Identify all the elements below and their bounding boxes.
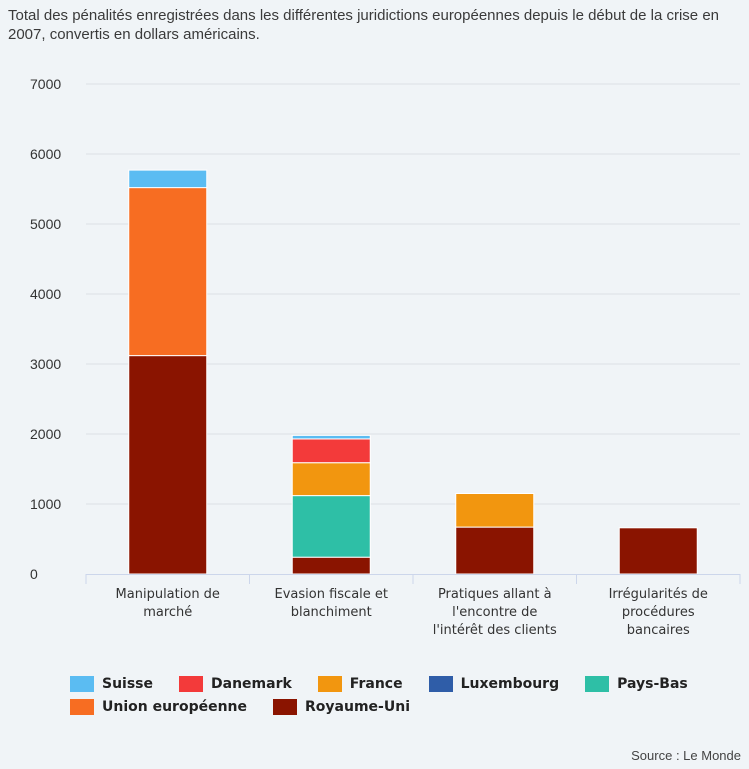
x-tick-label-line: Pratiques allant à bbox=[438, 587, 552, 602]
x-tick-label-line: l'intérêt des clients bbox=[433, 623, 557, 638]
y-tick-label: 3000 bbox=[30, 356, 61, 372]
legend-item[interactable]: France bbox=[317, 675, 403, 692]
y-tick-label: 7000 bbox=[30, 76, 61, 92]
legend-swatch bbox=[585, 675, 610, 692]
y-tick-label: 0 bbox=[30, 566, 38, 582]
bar-segment-pays-bas bbox=[291, 495, 371, 558]
legend-item[interactable]: Pays-Bas bbox=[585, 675, 688, 692]
chart-subtitle: Total des pénalités enregistrées dans le… bbox=[8, 7, 720, 43]
legend-item[interactable]: Luxembourg bbox=[428, 675, 560, 692]
legend-swatch bbox=[70, 698, 94, 715]
y-tick-label: 4000 bbox=[30, 286, 61, 302]
x-tick-label-line: Evasion fiscale et bbox=[275, 587, 389, 602]
y-tick-label: 1000 bbox=[30, 496, 61, 512]
bar-segment-royaume-uni bbox=[128, 355, 208, 575]
bar-segment-suisse bbox=[291, 434, 371, 440]
legend-label: Suisse bbox=[102, 675, 154, 692]
x-axis bbox=[85, 574, 741, 584]
y-tick-label: 5000 bbox=[30, 216, 61, 232]
x-tick-label-line: Manipulation de bbox=[116, 587, 220, 602]
bar-segment-royaume-uni bbox=[455, 526, 535, 575]
bar-segment-royaume-uni bbox=[291, 556, 371, 575]
x-tick-label: Evasion fiscale et blanchiment bbox=[275, 587, 389, 620]
legend-swatch bbox=[317, 675, 342, 692]
bar-segment-danemark bbox=[291, 438, 371, 464]
legend-label: France bbox=[349, 675, 403, 692]
bar-segment-france bbox=[455, 493, 535, 528]
legend-row: Union européenne Royaume-Uni bbox=[70, 695, 730, 718]
legend-swatch bbox=[179, 675, 204, 692]
bar-segment-suisse bbox=[128, 169, 208, 189]
legend-item[interactable]: Union européenne bbox=[70, 698, 248, 715]
x-tick-label-line: marché bbox=[143, 605, 192, 620]
legend-item[interactable]: Suisse bbox=[70, 675, 154, 692]
y-tick-label: 6000 bbox=[30, 146, 61, 162]
legend-label: Royaume-Uni bbox=[305, 698, 410, 715]
x-tick-label-line: bancaires bbox=[627, 623, 690, 638]
legend: Suisse Danemark France Luxembourg Pays-Bas Un… bbox=[70, 672, 730, 718]
x-tick-label-line: blanchiment bbox=[291, 605, 372, 620]
legend-label: Union européenne bbox=[102, 698, 248, 715]
x-tick-labels: Manipulation de marché Evasion fiscale et b… bbox=[116, 587, 708, 638]
x-tick-label-line: procédures bbox=[622, 605, 695, 620]
legend-item[interactable]: Royaume-Uni bbox=[273, 698, 410, 715]
x-tick-label: Pratiques allant à l'encontre de l'intérêt… bbox=[433, 587, 557, 638]
legend-label: Luxembourg bbox=[460, 675, 560, 692]
y-tick-label: 2000 bbox=[30, 426, 61, 442]
legend-swatch bbox=[428, 675, 453, 692]
x-tick-label-line: Irrégularités de bbox=[609, 587, 708, 602]
bar-segment-france bbox=[291, 462, 371, 497]
bars bbox=[128, 169, 698, 575]
source-note: Source : Le Monde bbox=[631, 748, 741, 763]
legend-label: Danemark bbox=[211, 675, 292, 692]
legend-item[interactable]: Danemark bbox=[179, 675, 292, 692]
chart-plot: 0 1000 2000 3000 4000 5000 6000 7000 Manipulati… bbox=[30, 76, 741, 638]
x-tick-label-line: l'encontre de bbox=[452, 605, 537, 620]
x-tick-label: Manipulation de marché bbox=[116, 587, 220, 620]
y-tick-labels: 0 1000 2000 3000 4000 5000 6000 7000 bbox=[30, 76, 61, 582]
x-tick-label: Irrégularités de procédures bancaires bbox=[609, 587, 708, 638]
bar-segment-union-européenne bbox=[128, 187, 208, 357]
legend-swatch bbox=[70, 675, 94, 692]
legend-label: Pays-Bas bbox=[617, 675, 688, 692]
legend-swatch bbox=[273, 698, 298, 715]
legend-row: Suisse Danemark France Luxembourg Pays-Bas bbox=[70, 672, 730, 695]
bar-segment-royaume-uni bbox=[618, 527, 698, 575]
